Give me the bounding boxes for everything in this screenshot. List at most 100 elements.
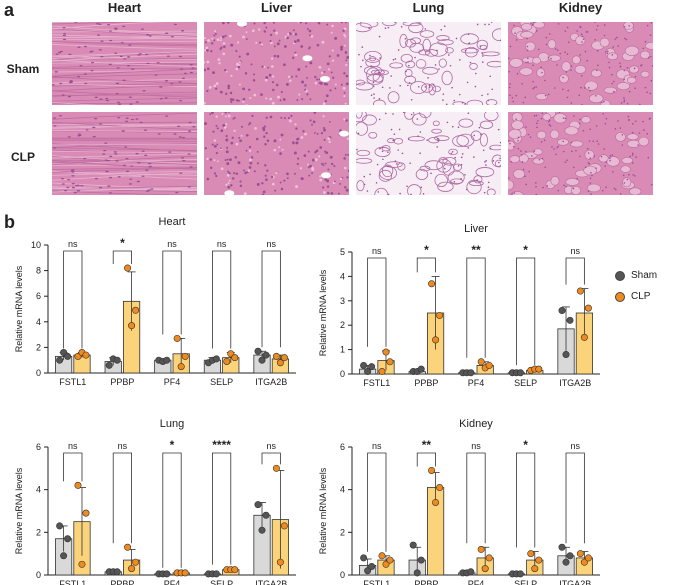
y-tick-label-liver-5: 5 (340, 247, 345, 257)
significance-label-heart-itga2b: ns (266, 239, 276, 249)
data-point-liver-clp-ppbp-1 (428, 280, 436, 288)
data-point-lung-clp-fstl1-3 (82, 509, 90, 517)
y-tick-label-lung-2: 2 (36, 527, 41, 537)
data-point-lung-sham-fstl1-2 (60, 552, 68, 560)
data-point-lung-clp-fstl1-2 (78, 560, 86, 568)
x-tick-label-heart-itga2b: ITGA2B (255, 377, 287, 387)
data-point-liver-clp-ppbp-2 (432, 336, 440, 344)
data-point-heart-clp-itga2b-1 (272, 352, 280, 360)
data-point-heart-clp-itga2b-3 (280, 354, 288, 362)
x-tick-label-heart-fstl1: FSTL1 (59, 377, 86, 387)
significance-bracket-heart-selp (212, 250, 232, 349)
data-point-liver-sham-ppbp-3 (417, 365, 425, 373)
y-tick-label-kidney-6: 6 (340, 442, 345, 452)
tissue-image-heart-sham (52, 22, 197, 105)
significance-bracket-lung-selp (212, 452, 232, 565)
data-point-kidney-clp-fstl1-1 (378, 552, 386, 560)
data-point-heart-sham-itga2b-1 (254, 347, 262, 355)
significance-label-lung-ppbp: ns (118, 441, 128, 451)
data-point-lung-sham-fstl1-3 (64, 535, 72, 543)
data-point-liver-sham-fstl1-1 (360, 361, 368, 369)
data-point-liver-sham-itga2b-2 (562, 350, 570, 358)
significance-label-liver-fstl1: ns (372, 246, 382, 256)
column-heading-heart: Heart (107, 0, 142, 15)
data-point-liver-sham-fstl1-2 (364, 368, 372, 376)
data-point-heart-sham-pf4-3 (163, 356, 171, 364)
data-point-kidney-clp-selp-2 (531, 565, 539, 573)
x-tick-label-liver-ppbp: PPBP (414, 378, 438, 388)
y-tick-label-heart-0: 0 (36, 368, 41, 378)
significance-label-lung-itga2b: ns (266, 441, 276, 451)
x-tick-label-kidney-itga2b: ITGA2B (559, 579, 591, 585)
data-point-kidney-clp-pf4-2 (481, 565, 489, 573)
significance-bracket-liver-pf4 (466, 257, 486, 358)
data-point-kidney-clp-pf4-3 (485, 554, 493, 562)
data-point-liver-clp-fstl1-1 (378, 368, 386, 376)
column-heading-liver: Liver (260, 0, 293, 15)
y-tick-label-liver-4: 4 (340, 271, 345, 281)
data-point-lung-sham-itga2b-1 (254, 501, 262, 509)
significance-label-lung-fstl1: ns (68, 441, 78, 451)
y-tick-label-kidney-2: 2 (340, 527, 345, 537)
y-tick-label-liver-2: 2 (340, 320, 345, 330)
x-tick-label-kidney-pf4: PF4 (468, 579, 485, 585)
legend-label-clp: CLP (631, 291, 651, 302)
significance-label-liver-itga2b: ns (570, 246, 580, 256)
data-point-heart-sham-itga2b-3 (262, 351, 270, 359)
y-tick-label-lung-6: 6 (36, 442, 41, 452)
tissue-image-lung-sham (356, 22, 501, 105)
significance-bracket-kidney-itga2b (565, 452, 585, 544)
significance-label-kidney-pf4: ns (471, 441, 481, 451)
data-point-liver-clp-pf4-3 (485, 361, 493, 369)
tissue-image-liver-sham (204, 22, 349, 105)
significance-label-kidney-ppbp: ** (422, 438, 432, 452)
data-point-heart-clp-ppbp-3 (132, 306, 140, 314)
data-point-liver-clp-fstl1-3 (386, 358, 394, 366)
y-tick-label-lung-0: 0 (36, 570, 41, 580)
tissue-image-kidney-sham (508, 22, 653, 105)
significance-bracket-lung-ppbp (112, 452, 132, 544)
significance-bracket-liver-itga2b (565, 257, 585, 285)
data-point-kidney-sham-itga2b-2 (562, 558, 570, 566)
significance-label-lung-pf4: * (170, 438, 175, 452)
data-point-liver-sham-itga2b-1 (558, 307, 566, 315)
y-tick-label-heart-8: 8 (36, 266, 41, 276)
data-point-heart-clp-selp-3 (231, 354, 239, 362)
data-point-lung-clp-fstl1-1 (74, 481, 82, 489)
x-tick-label-liver-selp: SELP (514, 378, 537, 388)
y-tick-label-heart-6: 6 (36, 291, 41, 301)
data-point-heart-clp-pf4-1 (173, 334, 181, 342)
y-tick-label-liver-1: 1 (340, 345, 345, 355)
significance-bracket-heart-itga2b (261, 250, 281, 348)
data-point-lung-sham-ppbp-3 (113, 568, 121, 576)
x-tick-label-lung-pf4: PF4 (164, 579, 181, 585)
data-point-kidney-sham-itga2b-1 (558, 543, 566, 551)
chart-title-kidney: Kidney (459, 418, 493, 430)
data-point-liver-sham-itga2b-3 (566, 316, 574, 324)
data-point-liver-sham-selp-3 (516, 369, 524, 377)
data-point-heart-clp-itga2b-2 (276, 359, 284, 367)
significance-label-kidney-selp: * (523, 438, 528, 452)
legend-item-sham: Sham (615, 270, 657, 281)
data-point-liver-clp-pf4-1 (477, 358, 485, 366)
panel-a-letter: a (4, 0, 15, 20)
significance-bracket-kidney-pf4 (466, 452, 486, 544)
data-point-liver-clp-itga2b-2 (580, 333, 588, 341)
column-heading-kidney: Kidney (558, 0, 603, 15)
y-axis-label-kidney: Relative mRNA levels (318, 467, 328, 554)
data-point-lung-sham-fstl1-1 (56, 522, 64, 530)
legend: Sham CLP (615, 270, 657, 312)
data-point-kidney-clp-fstl1-3 (386, 556, 394, 564)
y-tick-label-heart-4: 4 (36, 317, 41, 327)
y-tick-label-kidney-0: 0 (340, 570, 345, 580)
data-point-lung-sham-selp-3 (212, 570, 220, 578)
data-point-lung-clp-ppbp-1 (124, 543, 132, 551)
significance-bracket-heart-ppbp (112, 250, 132, 265)
significance-label-heart-fstl1: ns (68, 239, 78, 249)
data-point-liver-sham-fstl1-3 (368, 363, 376, 371)
data-point-kidney-sham-fstl1-2 (364, 567, 372, 575)
tissue-image-kidney-clp (508, 112, 653, 195)
data-point-liver-clp-ppbp-3 (436, 311, 444, 319)
x-tick-label-kidney-selp: SELP (514, 579, 537, 585)
y-axis-label-heart: Relative mRNA levels (14, 265, 24, 352)
